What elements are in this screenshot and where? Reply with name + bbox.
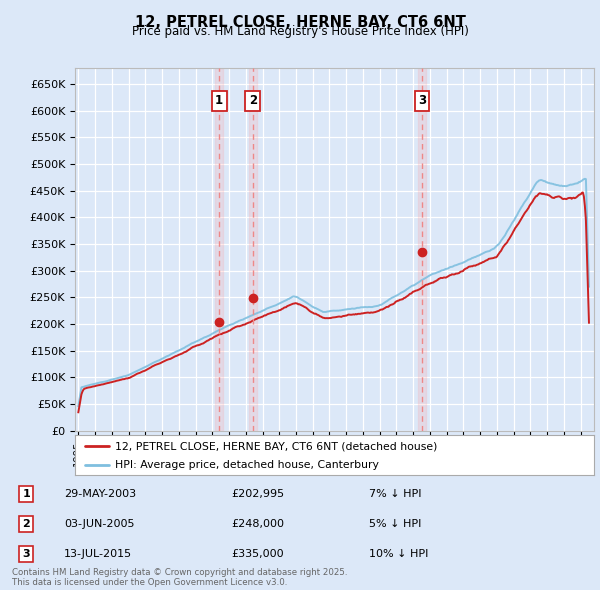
Text: 13-JUL-2015: 13-JUL-2015 xyxy=(64,549,132,559)
Bar xyxy=(215,68,223,431)
Text: £335,000: £335,000 xyxy=(231,549,284,559)
Text: 29-MAY-2003: 29-MAY-2003 xyxy=(64,489,136,499)
Text: Price paid vs. HM Land Registry's House Price Index (HPI): Price paid vs. HM Land Registry's House … xyxy=(131,25,469,38)
Text: 03-JUN-2005: 03-JUN-2005 xyxy=(64,519,134,529)
Text: 3: 3 xyxy=(23,549,30,559)
Text: 3: 3 xyxy=(418,94,426,107)
Text: 12, PETREL CLOSE, HERNE BAY, CT6 6NT: 12, PETREL CLOSE, HERNE BAY, CT6 6NT xyxy=(134,15,466,30)
Text: 7% ↓ HPI: 7% ↓ HPI xyxy=(369,489,422,499)
Text: Contains HM Land Registry data © Crown copyright and database right 2025.
This d: Contains HM Land Registry data © Crown c… xyxy=(12,568,347,587)
Text: 1: 1 xyxy=(215,94,223,107)
Text: HPI: Average price, detached house, Canterbury: HPI: Average price, detached house, Cant… xyxy=(115,460,379,470)
Bar xyxy=(248,68,257,431)
Text: 5% ↓ HPI: 5% ↓ HPI xyxy=(369,519,421,529)
Bar xyxy=(418,68,426,431)
Text: 2: 2 xyxy=(249,94,257,107)
Text: 2: 2 xyxy=(23,519,30,529)
Text: 12, PETREL CLOSE, HERNE BAY, CT6 6NT (detached house): 12, PETREL CLOSE, HERNE BAY, CT6 6NT (de… xyxy=(115,441,438,451)
Text: £202,995: £202,995 xyxy=(231,489,284,499)
Text: £248,000: £248,000 xyxy=(231,519,284,529)
Text: 10% ↓ HPI: 10% ↓ HPI xyxy=(369,549,428,559)
Text: 1: 1 xyxy=(23,489,30,499)
